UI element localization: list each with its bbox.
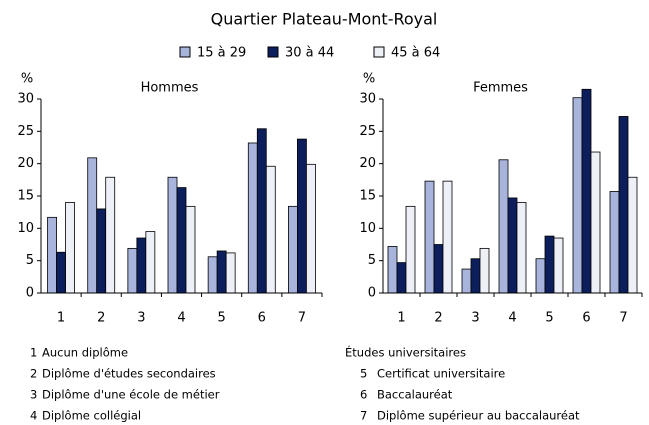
x-tick-label: 2 — [434, 311, 442, 326]
bar — [105, 176, 116, 294]
bar — [627, 176, 638, 294]
bar — [405, 205, 416, 294]
note-key: 2 — [30, 367, 37, 381]
legend-swatch — [179, 46, 191, 58]
y-tick-label: 20 — [359, 156, 376, 171]
bar — [216, 250, 227, 294]
bar — [87, 157, 98, 294]
y-tick-label: 25 — [359, 124, 376, 139]
note-label: Aucun diplôme — [42, 346, 128, 360]
bar — [618, 116, 629, 294]
bar — [247, 142, 258, 294]
note-key: 1 — [30, 346, 37, 360]
y-tick-label: 15 — [17, 189, 34, 204]
x-tick-label: 1 — [397, 311, 405, 326]
y-axis-label: % — [363, 72, 375, 87]
x-tick-label: 4 — [508, 311, 516, 326]
x-tick-label: 5 — [218, 311, 226, 326]
bar — [207, 256, 218, 294]
legend-label: 30 à 44 — [285, 46, 334, 61]
bar — [590, 151, 601, 294]
bar — [265, 165, 276, 294]
bar — [56, 251, 66, 294]
note-label: Diplôme supérieur au baccalauréat — [377, 409, 580, 423]
bar — [572, 97, 583, 294]
x-tick-label: 3 — [471, 311, 479, 326]
x-tick-label: 6 — [582, 311, 590, 326]
bar — [553, 237, 564, 294]
bar — [544, 235, 555, 294]
note-heading: Études universitaires — [345, 345, 466, 360]
x-tick-label: 4 — [177, 311, 185, 326]
y-axis-label: % — [21, 72, 33, 87]
note-key: 7 — [360, 409, 367, 423]
bar — [288, 205, 298, 294]
note-key: 6 — [360, 388, 367, 402]
legend-swatch — [373, 46, 385, 58]
bar — [442, 180, 453, 294]
y-tick-label: 30 — [359, 92, 376, 107]
y-tick-label: 0 — [26, 286, 34, 301]
bar — [176, 187, 187, 294]
x-tick-label: 7 — [298, 311, 306, 326]
y-tick-label: 10 — [17, 221, 34, 236]
legend-swatch — [267, 46, 279, 58]
bar — [581, 88, 592, 294]
x-tick-label: 7 — [619, 311, 627, 326]
bar — [396, 262, 407, 294]
y-tick-label: 30 — [17, 92, 34, 107]
chart-title: Quartier Plateau-Mont-Royal — [211, 10, 438, 29]
x-tick-label: 6 — [258, 311, 266, 326]
bar — [387, 246, 398, 294]
bar — [256, 128, 267, 294]
note-label: Certificat universitaire — [377, 367, 505, 381]
bar — [498, 159, 509, 294]
x-tick-label: 2 — [97, 311, 105, 326]
note-label: Baccalauréat — [377, 388, 453, 402]
bar — [516, 202, 527, 294]
bar — [225, 252, 236, 294]
bar — [297, 138, 307, 294]
note-key: 5 — [360, 367, 367, 381]
bar — [424, 180, 435, 294]
bar — [470, 258, 481, 294]
y-tick-label: 5 — [368, 253, 376, 268]
bar — [127, 247, 138, 294]
y-tick-label: 5 — [26, 253, 34, 268]
x-tick-label: 1 — [57, 311, 65, 326]
bar — [535, 258, 546, 294]
bar — [507, 197, 518, 294]
legend-label: 45 à 64 — [391, 46, 440, 61]
bar — [167, 176, 178, 294]
y-tick-label: 20 — [17, 156, 34, 171]
bar — [65, 202, 75, 294]
bar — [145, 231, 156, 294]
bar — [47, 216, 57, 294]
bar — [479, 247, 490, 294]
bar — [96, 208, 107, 294]
bar — [609, 191, 620, 294]
bar — [185, 205, 196, 294]
x-tick-label: 5 — [545, 311, 553, 326]
legend-label: 15 à 29 — [197, 46, 246, 61]
y-tick-label: 15 — [359, 189, 376, 204]
y-tick-label: 25 — [17, 124, 34, 139]
bar — [433, 244, 444, 294]
y-tick-label: 0 — [368, 286, 376, 301]
panel-title: Femmes — [473, 81, 528, 96]
x-tick-label: 3 — [137, 311, 145, 326]
note-key: 4 — [30, 409, 37, 423]
note-label: Diplôme collégial — [42, 409, 141, 423]
bar — [461, 268, 472, 294]
bar — [306, 163, 316, 294]
note-label: Diplôme d'une école de métier — [42, 388, 220, 402]
y-tick-label: 10 — [359, 221, 376, 236]
note-label: Diplôme d'études secondaires — [42, 367, 216, 381]
bar — [136, 237, 147, 294]
note-key: 3 — [30, 388, 37, 402]
panel-title: Hommes — [141, 81, 199, 96]
